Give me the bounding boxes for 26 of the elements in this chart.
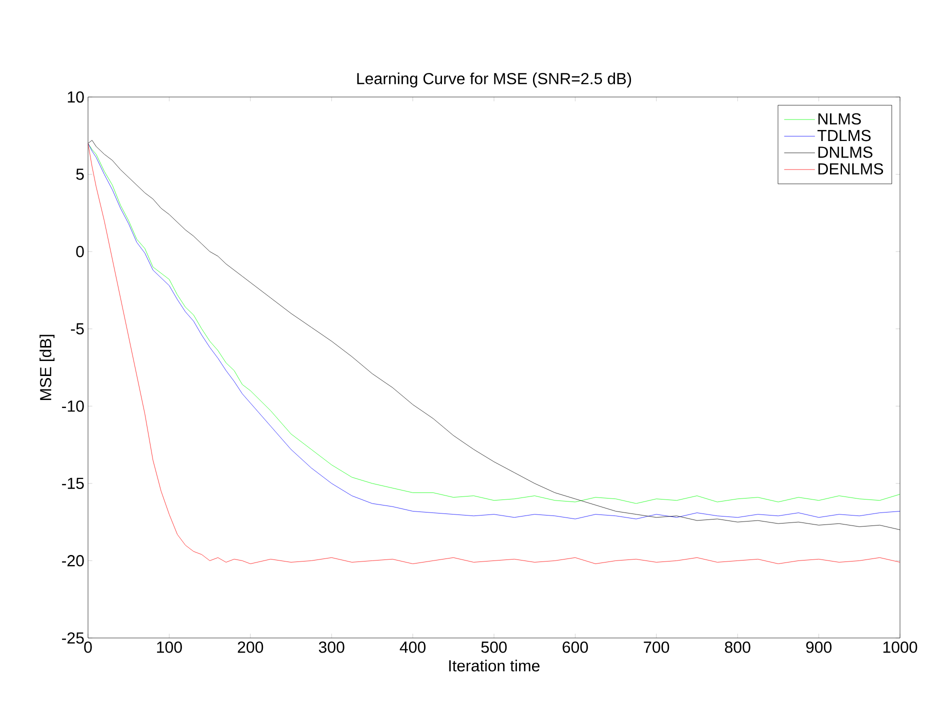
- legend-label: DENLMS: [818, 163, 884, 175]
- legend-label: TDLMS: [817, 130, 871, 142]
- y-axis-title: MSE [dB]: [40, 334, 54, 400]
- legend-label: DNLMS: [818, 146, 872, 158]
- x-tick-label: 500: [481, 642, 507, 653]
- x-tick-label: 800: [724, 642, 750, 653]
- y-tick-label: -20: [62, 555, 84, 566]
- x-tick-label: 400: [400, 642, 426, 653]
- x-tick-label: 300: [318, 642, 344, 653]
- x-tick-label: 1000: [883, 642, 918, 653]
- x-tick-label: 700: [644, 642, 670, 653]
- x-tick-label: 200: [238, 642, 264, 653]
- legend-label: NLMS: [818, 113, 861, 125]
- x-axis-title: Iteration time: [449, 660, 540, 672]
- x-tick-label: 900: [806, 642, 832, 653]
- x-tick-label: 0: [84, 642, 92, 653]
- x-tick-label: 600: [562, 642, 588, 653]
- x-tick-label: 100: [157, 642, 182, 653]
- y-tick-label: -10: [62, 400, 84, 412]
- y-tick-label: 5: [76, 168, 84, 180]
- chart-title: Learning Curve for MSE (SNR=2.5 dB): [357, 72, 632, 88]
- y-tick-label: -15: [62, 478, 84, 489]
- y-tick-label: 10: [68, 91, 84, 103]
- y-tick-label: -5: [70, 323, 84, 334]
- y-tick-label: 0: [76, 246, 84, 258]
- y-tick-label: -25: [62, 632, 84, 644]
